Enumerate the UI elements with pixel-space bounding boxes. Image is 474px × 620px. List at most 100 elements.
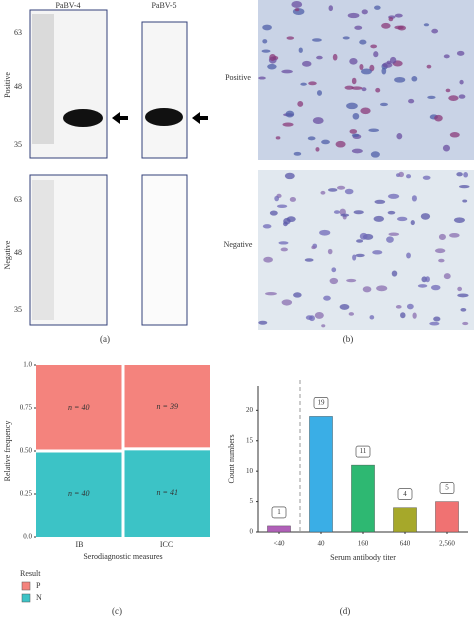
cell: [347, 12, 360, 19]
cell: [410, 220, 415, 226]
cell: [460, 307, 467, 312]
cell: [397, 216, 408, 222]
y-axis-title: Relative frequency: [3, 421, 12, 482]
cell: [456, 172, 463, 177]
cells: [258, 0, 470, 328]
cell: [349, 129, 358, 134]
x-tick-label: IB: [76, 540, 84, 549]
cell: [344, 85, 354, 90]
cell: [427, 95, 436, 99]
cell: [429, 321, 440, 326]
cell: [395, 305, 402, 309]
y-tick-label: 5: [250, 497, 254, 505]
cell: [342, 36, 350, 40]
cell: [320, 190, 326, 195]
cell: [443, 54, 450, 59]
cell: [374, 199, 386, 204]
cell: [368, 128, 380, 133]
cell: [286, 216, 296, 223]
cell: [311, 38, 322, 42]
cell: [346, 278, 357, 283]
panel-label: (a): [100, 334, 110, 344]
cell: [327, 248, 333, 255]
cell: [316, 55, 323, 60]
ladder-lane: [32, 14, 54, 144]
cell: [423, 23, 430, 27]
cell: [263, 256, 273, 263]
cell: [462, 321, 469, 326]
cell: [262, 39, 268, 44]
cell: [297, 100, 304, 107]
cell: [387, 193, 400, 199]
cell: [261, 49, 271, 53]
cell: [457, 293, 469, 298]
micrograph: [258, 0, 474, 160]
cell: [351, 86, 363, 90]
cell: [316, 90, 323, 96]
cell: [445, 88, 451, 93]
cell: [394, 13, 403, 18]
cell: [448, 95, 459, 102]
cell: [406, 303, 414, 310]
mosaic-cell: [124, 450, 210, 537]
blot-frame: [141, 21, 188, 159]
cell: [321, 139, 330, 145]
cell: [276, 204, 288, 209]
cell: [387, 210, 396, 215]
marker-label: 48: [14, 82, 22, 91]
cell: [282, 122, 294, 127]
cell: [278, 241, 289, 245]
blot-band: [145, 108, 183, 126]
y-axis-title: Count numbers: [227, 434, 236, 483]
cell: [312, 117, 324, 124]
x-tick-label: <40: [274, 540, 285, 548]
panel-label: (b): [343, 334, 354, 344]
data-label: 1: [277, 508, 281, 516]
label-box: [355, 445, 371, 458]
cell: [314, 311, 324, 319]
cell: [442, 144, 450, 152]
y-tick-label: 0.25: [20, 490, 33, 498]
cell: [389, 56, 397, 64]
cell: [360, 107, 371, 115]
legend-label: P: [36, 581, 41, 590]
cell: [449, 232, 460, 238]
cell: [411, 76, 418, 82]
cell: [353, 210, 364, 215]
cell: [281, 69, 293, 74]
cell: [370, 44, 378, 49]
bar: [309, 416, 333, 533]
cell: [354, 25, 363, 30]
data-label: 5: [445, 484, 449, 492]
cell: [258, 76, 266, 80]
data-label: n = 40: [68, 489, 89, 498]
cell: [361, 9, 368, 15]
legend-title: Result: [20, 569, 41, 578]
cell: [417, 284, 428, 288]
cell: [274, 195, 280, 202]
cell: [386, 60, 392, 65]
cell: [426, 64, 432, 69]
cell: [359, 64, 364, 71]
label-box: [397, 488, 413, 500]
cell: [359, 39, 367, 45]
cell: [319, 229, 331, 236]
x-tick-label: ICC: [160, 540, 173, 549]
y-tick-label: 0.75: [20, 404, 33, 412]
label-box: [313, 397, 329, 409]
blot-frame: [141, 174, 188, 326]
cell: [425, 276, 430, 283]
cell: [391, 270, 398, 277]
cell: [381, 67, 387, 75]
cell: [456, 50, 465, 56]
ladder-lane: [32, 180, 54, 320]
cell: [356, 239, 364, 243]
bar: [393, 507, 417, 533]
x-tick-label: 40: [318, 540, 326, 548]
cell: [291, 0, 303, 8]
y-tick-label: 20: [246, 406, 254, 414]
cell: [323, 295, 331, 301]
legend-swatch: [21, 593, 31, 603]
cell: [275, 136, 281, 140]
x-axis-title: Serodiagnostic measures: [83, 552, 162, 561]
